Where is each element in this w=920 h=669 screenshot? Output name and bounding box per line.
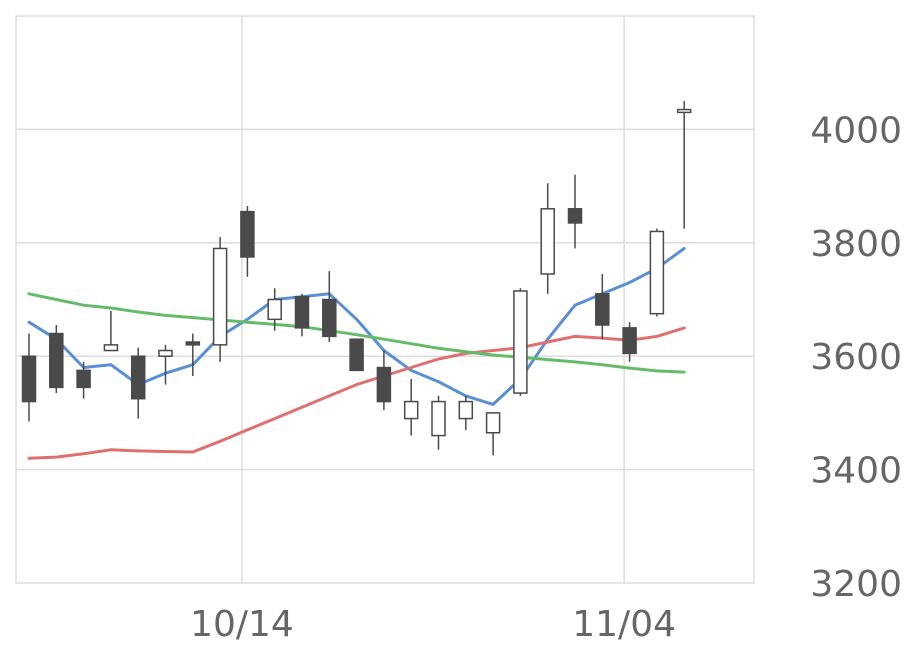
candle-body — [212, 247, 228, 346]
x-tick-label: 10/14 — [190, 604, 294, 645]
candle-body — [267, 298, 282, 321]
candle — [485, 412, 501, 456]
candle — [376, 350, 392, 411]
candle — [240, 205, 255, 277]
candle — [21, 333, 37, 422]
candle-body — [349, 338, 364, 372]
candle-body — [540, 208, 555, 275]
candle — [622, 322, 637, 362]
y-tick-label: 3600 — [810, 337, 902, 378]
candle — [403, 378, 419, 436]
candle — [294, 293, 310, 337]
candle-body — [158, 349, 173, 357]
plot-frame — [15, 15, 755, 584]
y-axis-tick-labels: 3200 3400 3600 3800 4000 — [810, 110, 902, 605]
candle-body — [649, 230, 665, 315]
series-line-2 — [27, 326, 686, 460]
candle-body — [622, 327, 637, 355]
candle — [49, 325, 64, 394]
candle — [158, 344, 173, 385]
y-tick-label: 3800 — [810, 224, 902, 265]
candle-body — [567, 208, 583, 224]
candle — [76, 361, 91, 399]
candle — [349, 338, 364, 372]
candles — [21, 101, 692, 456]
candle — [431, 395, 446, 450]
candle-body — [130, 355, 146, 400]
candle — [322, 271, 337, 343]
y-tick-label: 3400 — [810, 451, 902, 492]
candle-body — [49, 332, 64, 389]
candle — [212, 237, 228, 362]
x-axis-tick-labels: 10/14 11/04 — [190, 604, 676, 645]
series-line-3 — [27, 292, 686, 374]
candle-body — [676, 108, 692, 114]
candle-body — [403, 400, 419, 420]
candle-body — [595, 293, 610, 326]
candle-body — [76, 369, 91, 389]
candle-body — [513, 290, 528, 394]
candle — [676, 101, 692, 229]
candle — [513, 288, 528, 396]
candle-body — [103, 344, 119, 352]
candle-body — [322, 298, 337, 338]
candle-body — [185, 341, 201, 346]
candle — [649, 228, 665, 317]
candle — [267, 288, 282, 331]
candle — [185, 333, 201, 377]
candle-body — [485, 412, 501, 434]
candle — [130, 347, 146, 419]
candle — [595, 273, 610, 340]
candle — [540, 183, 555, 294]
candle — [103, 310, 119, 352]
grid-lines — [16, 16, 754, 583]
candle-body — [376, 366, 392, 403]
candle-body — [240, 210, 255, 258]
y-tick-label: 3200 — [810, 564, 902, 605]
candle-body — [21, 355, 37, 403]
candle-body — [431, 400, 446, 437]
candle — [458, 395, 474, 430]
series-line-1 — [27, 247, 686, 406]
candle-body — [294, 295, 310, 329]
x-tick-label: 11/04 — [572, 604, 676, 645]
candle — [567, 174, 583, 249]
candle-body — [458, 400, 474, 420]
y-tick-label: 4000 — [810, 110, 902, 151]
